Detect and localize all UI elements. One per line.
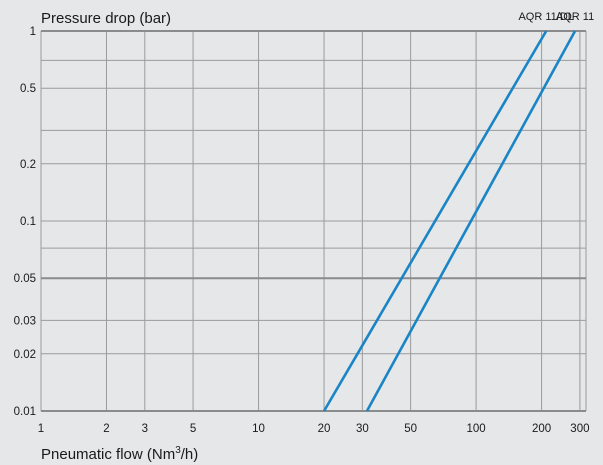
x-axis-label-superscript: 3 [175,445,181,456]
series-lines [322,30,577,412]
x-tick-label: 1 [38,423,44,435]
y-tick-label: 0.02 [14,349,36,361]
x-tick-label: 100 [467,423,486,435]
x-tick-label: 20 [318,423,331,435]
x-tick-label: 200 [532,423,551,435]
series-line [365,30,577,412]
x-tick-label: 30 [356,423,369,435]
y-tick-label: 0.2 [20,159,36,171]
y-axis-label: Pressure drop (bar) [41,10,171,27]
y-tick-label: 1 [30,26,36,38]
x-axis-label: Pneumatic flow (Nm3/h) [41,445,198,463]
x-axis-label-main: Pneumatic flow (Nm [41,446,175,463]
x-tick-label: 5 [190,423,196,435]
x-tick-label: 300 [570,423,589,435]
x-axis-label-end: /h) [181,446,199,463]
y-tick-label: 0.05 [14,273,36,285]
x-tick-label: 10 [252,423,265,435]
y-tick-labels: 0.01 0.02 0.03 0.05 0.1 0.2 0.5 1 [14,26,36,418]
x-tick-label: 2 [103,423,109,435]
series-label: AQR 11/DL [518,11,573,23]
x-tick-label: 50 [404,423,417,435]
grid [40,30,587,412]
x-tick-label: 3 [142,423,148,435]
series-line [322,30,548,412]
x-tick-labels: 1 2 3 5 10 20 30 50 100 200 300 [38,423,590,435]
y-tick-label: 0.5 [20,83,36,95]
y-tick-label: 0.1 [20,216,36,228]
y-tick-label: 0.03 [14,315,36,327]
series-label: AQR 11 [556,11,594,23]
y-tick-label: 0.01 [14,406,36,418]
